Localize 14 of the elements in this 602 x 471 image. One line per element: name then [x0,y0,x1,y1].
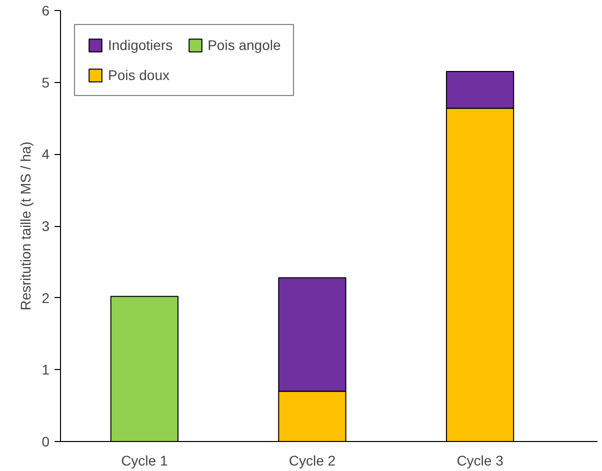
x-tick-label: Cycle 3 [456,452,504,468]
y-axis-title: Resritution taille (t MS / ha) [18,142,34,310]
y-tick-label: 6 [42,2,50,18]
legend-label: Pois doux [108,67,170,83]
y-tick-label: 2 [42,290,50,306]
y-tick-label: 5 [42,74,50,90]
y-tick-label: 0 [42,434,50,450]
y-tick-label: 1 [42,362,50,378]
x-tick-label: Cycle 1 [121,452,168,468]
legend-label: Pois angole [208,37,281,53]
legend-label: Indigotiers [108,37,173,53]
y-tick-label: 4 [42,146,50,162]
x-tick-label: Cycle 2 [288,452,336,468]
y-tick-label: 3 [42,218,50,234]
